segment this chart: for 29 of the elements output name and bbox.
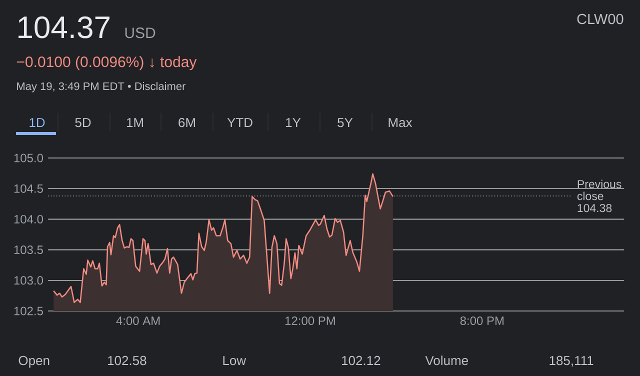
text: Max [388, 118, 412, 128]
y-tick-label: 105.0 [14, 154, 44, 162]
x-tick-label: 12:00 PM [285, 316, 335, 326]
text: Low [223, 356, 246, 366]
text: 6M [178, 118, 195, 128]
text: CLW00 [577, 14, 624, 24]
y-tick-label: 103.0 [14, 276, 44, 285]
y-tick-label: 102.5 [14, 306, 43, 316]
x-tick-label: 8:00 PM [460, 316, 504, 326]
text: 5D [75, 118, 91, 128]
text: 1D [30, 118, 45, 127]
y-tick-label: 104.0 [14, 214, 44, 224]
ref-line-label: Previous close 104.38 [577, 180, 622, 212]
text: YTD [227, 118, 252, 127]
y-tick-label: 103.5 [14, 246, 43, 254]
text: 102.12 [342, 356, 380, 366]
x-tick-label: 4:00 AM [116, 316, 160, 326]
chart-title: 104.37 [18, 16, 110, 38]
chart-subtitle: −0.0100 (0.0096%) ↓ today [16, 56, 197, 70]
text: 1M [126, 118, 143, 127]
text: May 19, 3:49 PM EDT • Disclaimer [17, 82, 186, 92]
text: Open [18, 356, 50, 368]
text: USD [125, 28, 156, 38]
y-tick-label: 104.5 [14, 184, 43, 193]
text: Volume [425, 356, 468, 366]
text: 1Y [286, 118, 301, 127]
text: 5Y [338, 118, 353, 128]
text: 102.58 [108, 356, 146, 366]
text: 185,111 [550, 356, 594, 367]
